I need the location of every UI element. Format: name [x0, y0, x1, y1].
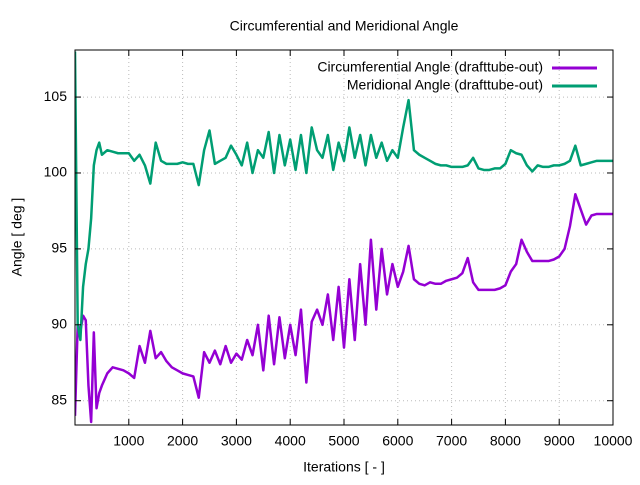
- x-tick-label: 4000: [275, 433, 306, 449]
- x-tick-label: 10000: [594, 433, 633, 449]
- chart-title: Circumferential and Meridional Angle: [230, 18, 459, 34]
- x-tick-label: 1000: [113, 433, 144, 449]
- x-tick-label: 8000: [490, 433, 521, 449]
- series-line: [75, 51, 613, 342]
- x-tick-label: 3000: [221, 433, 252, 449]
- y-tick-label: 100: [44, 164, 68, 180]
- x-tick-label: 2000: [167, 433, 198, 449]
- y-tick-label: 90: [51, 316, 67, 332]
- grid: [75, 50, 613, 425]
- x-tick-label: 7000: [436, 433, 467, 449]
- x-tick-label: 6000: [382, 433, 413, 449]
- series-line: [75, 192, 613, 424]
- plot-area: [75, 51, 613, 424]
- x-tick-label: 5000: [328, 433, 359, 449]
- x-axis-label: Iterations [ - ]: [303, 459, 385, 475]
- y-tick-label: 105: [44, 88, 68, 104]
- legend-label: Circumferential Angle (drafttube-out): [317, 59, 543, 75]
- y-axis-label: Angle [ deg ]: [9, 198, 25, 277]
- x-tick-label: 9000: [544, 433, 575, 449]
- y-tick-label: 85: [51, 391, 67, 407]
- y-tick-label: 95: [51, 240, 67, 256]
- legend-label: Meridional Angle (drafttube-out): [347, 77, 543, 93]
